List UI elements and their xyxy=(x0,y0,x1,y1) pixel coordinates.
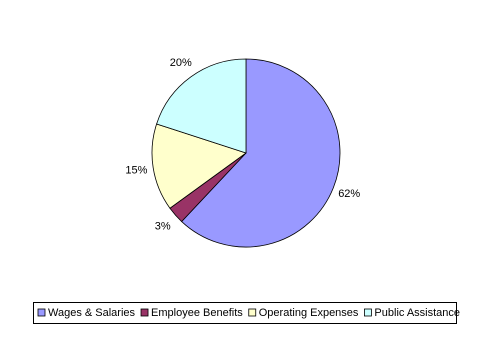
legend-swatch xyxy=(364,308,372,317)
legend-swatch xyxy=(37,308,46,317)
legend-label: Employee Benefits xyxy=(151,307,243,319)
data-label: 15% xyxy=(125,164,147,176)
pie-slice xyxy=(151,123,247,209)
legend-swatch xyxy=(248,308,257,317)
legend-label: Operating Expenses xyxy=(259,307,359,319)
legend-swatch xyxy=(140,308,149,317)
pie-slice xyxy=(156,58,247,154)
data-label: 3% xyxy=(155,220,171,232)
data-label: 20% xyxy=(170,57,192,69)
data-label: 62% xyxy=(338,188,360,200)
legend-box xyxy=(33,302,457,324)
pie-slice xyxy=(181,58,341,248)
legend-label: Public Assistance xyxy=(374,307,460,319)
legend-label: Wages & Salaries xyxy=(48,307,136,319)
